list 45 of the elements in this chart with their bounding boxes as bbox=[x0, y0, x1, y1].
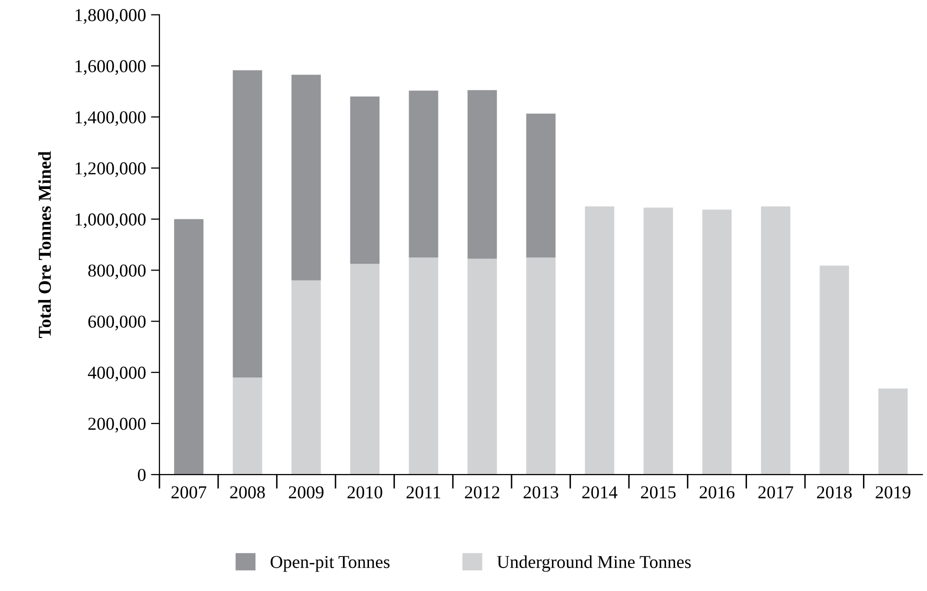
x-tick-label: 2017 bbox=[758, 486, 794, 498]
x-tick-label: 2007 bbox=[172, 486, 206, 498]
bar bbox=[644, 208, 673, 475]
y-tick-label: 1,800,000 bbox=[76, 9, 146, 24]
bar bbox=[232, 70, 262, 378]
bar bbox=[232, 378, 262, 475]
y-tick-label: 1,600,000 bbox=[76, 60, 146, 75]
bar bbox=[820, 266, 850, 475]
y-tick-label: 400,000 bbox=[88, 366, 146, 382]
x-tick-label: 2012 bbox=[464, 486, 500, 498]
y-tick-label: 800,000 bbox=[88, 264, 146, 280]
x-tick-label: 2019 bbox=[876, 486, 910, 498]
y-axis-title: Total Ore Tonnes Mined bbox=[38, 151, 51, 338]
x-tick-label: 2009 bbox=[288, 486, 324, 498]
x-tick-label: 2016 bbox=[700, 486, 734, 498]
bar bbox=[408, 257, 438, 475]
y-tick-label: 600,000 bbox=[88, 316, 146, 330]
bar bbox=[526, 114, 556, 258]
bar bbox=[878, 388, 908, 475]
y-tick-label: 1,000,000 bbox=[76, 213, 146, 228]
x-tick-label: 2013 bbox=[524, 486, 558, 498]
y-tick-label: 200,000 bbox=[88, 418, 146, 433]
bar bbox=[702, 210, 732, 475]
x-tick-label: 2015 bbox=[641, 486, 676, 498]
legend-label: Open-pit Tonnes bbox=[270, 556, 390, 572]
bar bbox=[350, 264, 380, 475]
x-tick-label: 2010 bbox=[348, 486, 382, 498]
y-tick-label: 1,400,000 bbox=[76, 111, 146, 126]
bar bbox=[408, 90, 438, 258]
bar bbox=[760, 206, 790, 475]
x-tick-label: 2011 bbox=[406, 486, 440, 498]
x-tick-label: 2018 bbox=[817, 486, 852, 498]
bar bbox=[174, 219, 204, 475]
x-tick-label: 2014 bbox=[582, 486, 618, 498]
bar bbox=[291, 280, 321, 475]
x-tick-label: 2008 bbox=[230, 486, 265, 498]
bar bbox=[350, 96, 380, 264]
y-tick-label: 0 bbox=[138, 468, 146, 482]
bar bbox=[526, 257, 556, 475]
bar bbox=[468, 258, 497, 475]
legend-label: Underground Mine Tonnes bbox=[497, 555, 691, 572]
bar bbox=[584, 206, 614, 475]
bar bbox=[468, 90, 497, 259]
bar bbox=[291, 74, 321, 280]
y-tick-label: 1,200,000 bbox=[76, 162, 146, 178]
